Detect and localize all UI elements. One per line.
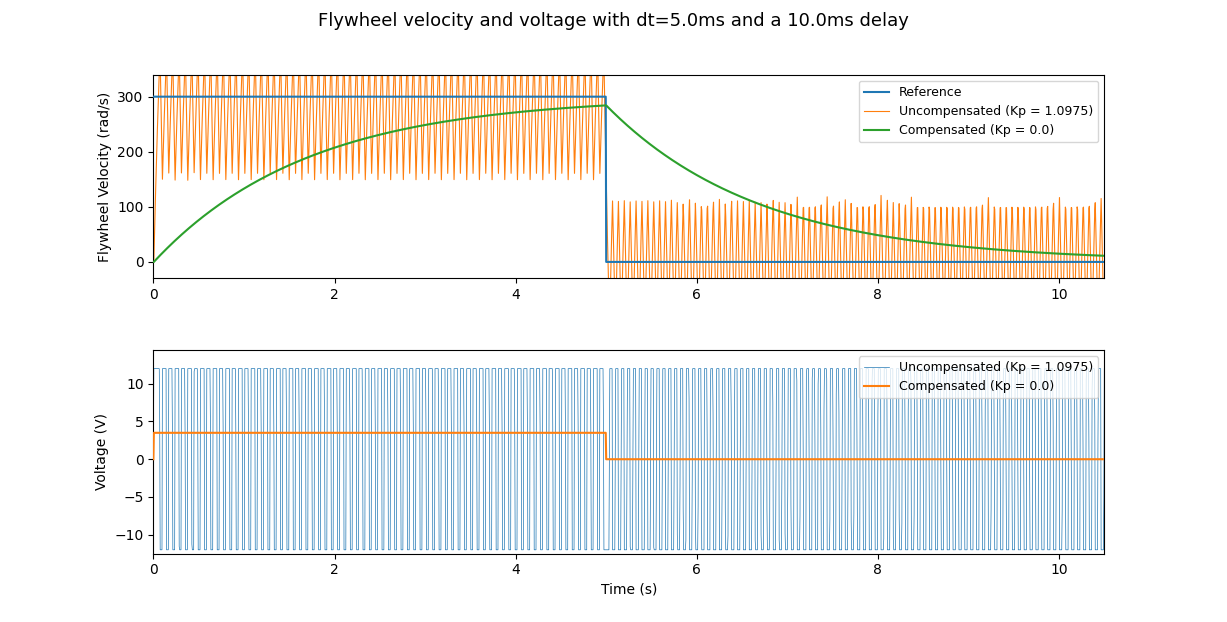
Reference [1097,258,1112,266]
Uncompensated (Kp = 1.0975) [146,258,161,266]
Uncompensated (Kp = 1.0975) [387,73,401,81]
Uncompensated (Kp = 1.0975) [1097,365,1112,373]
Y-axis label: Flywheel Velocity (rad/s): Flywheel Velocity (rad/s) [98,91,112,262]
Uncompensated (Kp = 1.0975) [817,316,832,323]
Compensated (Kp = 0.0) [401,429,416,437]
Uncompensated (Kp = 1.0975) [146,455,161,463]
Compensated (Kp = 0.0) [240,182,255,190]
Compensated (Kp = 0.0) [400,124,415,132]
Reference [599,258,614,266]
Uncompensated (Kp = 1.0975) [401,100,416,107]
Reference [659,258,674,266]
Line: Reference: Reference [153,96,1104,262]
Compensated (Kp = 0.0) [659,152,674,160]
Compensated (Kp = 0.0) [1097,252,1112,259]
Line: Uncompensated (Kp = 1.0975): Uncompensated (Kp = 1.0975) [153,52,1104,328]
Compensated (Kp = 0.0) [469,429,483,437]
Compensated (Kp = 0.0) [1097,455,1112,463]
Legend: Uncompensated (Kp = 1.0975), Compensated (Kp = 0.0): Uncompensated (Kp = 1.0975), Compensated… [859,356,1098,398]
Compensated (Kp = 0.0) [387,429,401,437]
Uncompensated (Kp = 1.0975) [817,406,832,413]
Compensated (Kp = 0.0) [387,128,401,135]
Line: Compensated (Kp = 0.0): Compensated (Kp = 0.0) [153,105,1104,262]
Uncompensated (Kp = 1.0975) [659,219,674,226]
Compensated (Kp = 0.0) [146,258,161,266]
Uncompensated (Kp = 1.0975) [242,56,256,63]
Line: Compensated (Kp = 0.0): Compensated (Kp = 0.0) [153,433,1104,459]
Uncompensated (Kp = 1.0975) [153,546,168,554]
Uncompensated (Kp = 1.0975) [469,365,483,373]
Compensated (Kp = 0.0) [146,429,161,437]
Legend: Reference, Uncompensated (Kp = 1.0975), Compensated (Kp = 0.0): Reference, Uncompensated (Kp = 1.0975), … [859,81,1098,142]
Reference [146,93,161,100]
Y-axis label: Voltage (V): Voltage (V) [94,413,109,490]
Text: Flywheel velocity and voltage with dt=5.0ms and a 10.0ms delay: Flywheel velocity and voltage with dt=5.… [318,12,909,30]
Reference [400,93,415,100]
Uncompensated (Kp = 1.0975) [146,365,161,373]
Compensated (Kp = 0.0) [146,455,161,463]
Uncompensated (Kp = 1.0975) [401,546,416,554]
Uncompensated (Kp = 1.0975) [1097,317,1112,324]
Reference [387,93,401,100]
Line: Uncompensated (Kp = 1.0975): Uncompensated (Kp = 1.0975) [153,369,1104,550]
Reference [816,258,831,266]
Uncompensated (Kp = 1.0975) [659,546,674,554]
Compensated (Kp = 0.0) [816,220,831,228]
Reference [467,93,482,100]
Uncompensated (Kp = 1.0975) [787,325,801,332]
Uncompensated (Kp = 1.0975) [242,546,256,554]
Compensated (Kp = 0.0) [599,101,614,109]
Uncompensated (Kp = 1.0975) [469,81,483,89]
Reference [240,93,255,100]
Uncompensated (Kp = 1.0975) [160,49,174,56]
Uncompensated (Kp = 1.0975) [387,365,401,373]
Compensated (Kp = 0.0) [816,455,831,463]
Compensated (Kp = 0.0) [467,113,482,121]
Compensated (Kp = 0.0) [242,429,256,437]
Compensated (Kp = 0.0) [659,455,674,463]
X-axis label: Time (s): Time (s) [601,583,656,597]
